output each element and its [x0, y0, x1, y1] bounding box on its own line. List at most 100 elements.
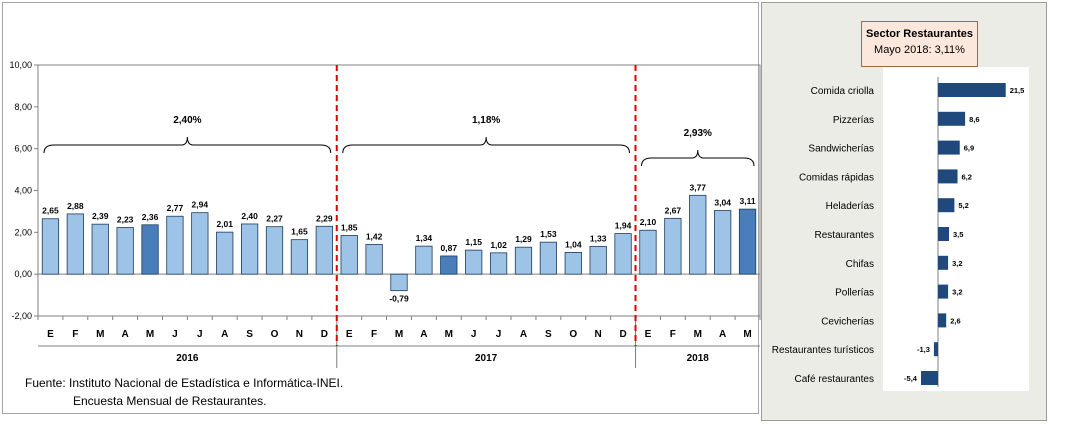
y-tick-label: 10,00: [9, 60, 32, 70]
data-label: 1,04: [565, 239, 582, 249]
sector-bar: [938, 227, 950, 241]
y-tick-label: 8,00: [14, 102, 32, 112]
month-label: D: [619, 329, 626, 340]
month-label: F: [72, 329, 78, 340]
sector-data-label: 5,2: [958, 201, 968, 210]
data-label: 2,36: [142, 212, 159, 222]
sector-chart-panel: Sector Restaurantes Mayo 2018: 3,11% Com…: [761, 2, 1047, 421]
data-label: -0,79: [389, 294, 409, 304]
data-label: 2,01: [216, 219, 233, 229]
data-label: 1,33: [590, 233, 607, 243]
month-label: M: [445, 329, 453, 340]
sector-bar: [920, 371, 938, 385]
sector-category-label: Restaurantes turísticos: [772, 345, 874, 356]
month-label: A: [122, 329, 129, 340]
bar: [41, 218, 60, 275]
data-label: 1,34: [416, 233, 433, 243]
bar: [489, 252, 508, 275]
sector-category-label: Pollerías: [835, 288, 874, 299]
sector-bar: [938, 140, 960, 155]
data-label: 1,02: [490, 240, 507, 250]
bar: [365, 244, 383, 275]
data-label: 3,11: [740, 196, 756, 206]
data-label: 2,88: [67, 201, 84, 211]
data-label: 2,23: [117, 215, 134, 225]
data-label: 1,85: [341, 222, 358, 232]
source-line-1: Fuente: Instituto Nacional de Estadístic…: [25, 376, 344, 390]
bar: [340, 235, 358, 275]
data-label: 2,94: [192, 200, 209, 210]
month-label: J: [496, 329, 502, 340]
data-label: 1,29: [515, 234, 532, 244]
y-tick-label: 4,00: [14, 186, 32, 196]
sector-data-label: 6,9: [964, 144, 974, 153]
month-label: O: [271, 329, 279, 340]
month-label: E: [47, 329, 54, 340]
sector-category-label: Chifas: [846, 259, 874, 270]
month-label: M: [146, 329, 154, 340]
bar: [539, 241, 557, 275]
month-label: M: [743, 329, 751, 340]
period-average: 1,18%: [472, 115, 500, 126]
month-label: S: [545, 329, 552, 340]
sector-bar: [938, 198, 955, 213]
bar: [265, 226, 284, 275]
sector-bar: [938, 83, 1006, 97]
bar: [614, 233, 632, 275]
bar: [440, 255, 458, 275]
month-label: F: [670, 329, 676, 340]
year-label: 2017: [475, 353, 498, 364]
bar: [514, 246, 533, 275]
sector-category-label: Comidas rápidas: [799, 172, 874, 183]
y-tick-label: 0,00: [14, 269, 32, 279]
bar: [91, 223, 109, 275]
bar: [738, 208, 757, 275]
data-label: 2,10: [640, 217, 657, 227]
data-label: 2,27: [266, 214, 283, 224]
sector-category-label: Cevicherías: [821, 316, 874, 327]
monthly-chart-panel: [2, 2, 759, 414]
data-label: 2,67: [665, 205, 682, 215]
bar: [390, 273, 408, 292]
bar: [216, 231, 234, 275]
sector-bar-chart: Comida criolla 21,5 Pizzerías 8,6 Sandwicher…: [772, 77, 1024, 387]
data-label: 2,29: [316, 213, 333, 223]
data-label: 1,42: [366, 231, 383, 241]
sector-category-label: Comida criolla: [811, 86, 875, 97]
data-label: 2,77: [167, 203, 184, 213]
sector-bar: [938, 313, 947, 328]
bar: [166, 215, 184, 275]
data-label: 1,94: [615, 221, 632, 231]
data-label: 2,65: [42, 206, 59, 216]
month-label: N: [595, 329, 602, 340]
y-tick-label: 6,00: [14, 144, 32, 154]
source-line-2: Encuesta Mensual de Restaurantes.: [73, 394, 267, 408]
month-label: M: [694, 329, 702, 340]
sector-data-label: -1,3: [917, 345, 930, 354]
bar: [191, 212, 209, 275]
month-label: A: [520, 329, 527, 340]
bar: [315, 225, 333, 275]
data-label: 1,15: [465, 237, 482, 247]
bar: [141, 224, 159, 275]
data-label: 1,53: [540, 229, 557, 239]
month-label: J: [471, 329, 477, 340]
bar: [639, 229, 657, 275]
sector-chart-subtitle: Mayo 2018: 3,11%: [874, 44, 965, 56]
data-label: 3,04: [714, 198, 731, 208]
sector-category-label: Sandwicherías: [808, 144, 874, 155]
y-tick-label: 2,00: [14, 227, 32, 237]
sector-data-label: -5,4: [904, 374, 918, 383]
sector-category-label: Café restaurantes: [795, 374, 875, 385]
sector-bar: [938, 111, 966, 126]
sector-title-box: Sector Restaurantes Mayo 2018: 3,11%: [861, 21, 978, 67]
sector-bar: [938, 169, 958, 184]
sector-bar: [938, 284, 949, 299]
sector-data-label: 8,6: [969, 115, 979, 124]
month-label: O: [569, 329, 577, 340]
month-label: J: [197, 329, 203, 340]
year-label: 2018: [687, 353, 710, 364]
period-brace: [641, 149, 755, 167]
bar: [66, 213, 84, 275]
data-label: 0,87: [441, 243, 458, 253]
